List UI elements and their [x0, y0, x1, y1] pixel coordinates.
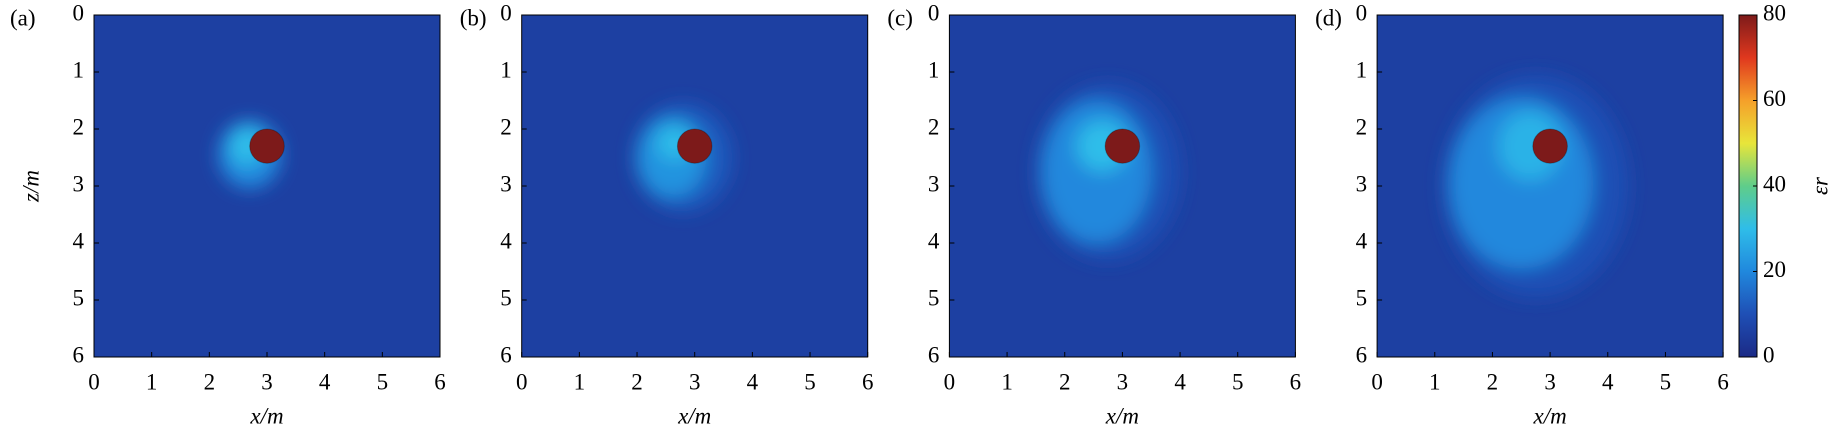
plot-area: [1377, 15, 1724, 357]
x-tick-label: 3: [261, 369, 273, 394]
y-tick-label: 2: [500, 114, 512, 139]
y-tick-label: 6: [1356, 342, 1368, 367]
x-tick-label: 1: [1001, 369, 1013, 394]
x-tick-label: 0: [88, 369, 100, 394]
y-tick-label: 4: [928, 228, 940, 253]
plot-area: [94, 15, 440, 357]
y-tick-label: 2: [73, 114, 85, 139]
x-tick-label: 3: [1117, 369, 1129, 394]
y-tick-label: 4: [1356, 228, 1368, 253]
x-tick-label: 5: [377, 369, 389, 394]
x-tick-label: 2: [1487, 369, 1499, 394]
y-axis-label: z/m: [18, 170, 43, 203]
panel-label: (c): [887, 5, 913, 30]
y-tick-label: 0: [500, 0, 512, 25]
x-tick-label: 2: [204, 369, 216, 394]
x-tick-label: 3: [689, 369, 701, 394]
y-tick-label: 1: [1356, 57, 1368, 82]
x-tick-label: 0: [516, 369, 528, 394]
x-tick-label: 5: [1232, 369, 1244, 394]
x-tick-label: 0: [1371, 369, 1383, 394]
x-tick-label: 6: [1717, 369, 1729, 394]
x-tick-label: 4: [747, 369, 759, 394]
x-tick-label: 1: [1429, 369, 1441, 394]
panel-label: (b): [460, 5, 487, 30]
y-tick-label: 4: [73, 228, 85, 253]
colorbar-tick-label: 80: [1763, 0, 1786, 25]
x-axis-label: x/m: [1105, 403, 1139, 428]
y-tick-label: 4: [500, 228, 512, 253]
plume: [1035, 83, 1181, 261]
plume-layer: [1498, 111, 1562, 181]
x-tick-label: 1: [574, 369, 586, 394]
x-tick-label: 5: [1660, 369, 1672, 394]
y-tick-label: 3: [73, 171, 85, 196]
colorbar-tick-label: 40: [1763, 171, 1786, 196]
y-tick-label: 6: [928, 342, 940, 367]
x-axis-label: x/m: [1532, 403, 1566, 428]
object: [1104, 128, 1141, 164]
y-tick-label: 1: [500, 57, 512, 82]
colorbar-tick-label: 20: [1763, 257, 1786, 282]
background-field: [94, 15, 440, 357]
x-tick-label: 1: [146, 369, 158, 394]
plume: [1443, 74, 1628, 298]
y-tick-label: 5: [928, 285, 940, 310]
colorbar-tick-label: 0: [1763, 342, 1775, 367]
panel-label: (a): [10, 5, 36, 30]
y-tick-label: 6: [500, 342, 512, 367]
x-axis-label: x/m: [249, 403, 283, 428]
x-tick-label: 0: [944, 369, 956, 394]
y-tick-label: 3: [1356, 171, 1368, 196]
object: [249, 128, 285, 164]
y-tick-label: 0: [1356, 0, 1368, 25]
x-tick-label: 6: [434, 369, 446, 394]
y-tick-label: 3: [928, 171, 940, 196]
y-tick-label: 0: [73, 0, 85, 25]
y-tick-label: 5: [500, 285, 512, 310]
object: [676, 128, 713, 164]
x-tick-label: 3: [1544, 369, 1556, 394]
plot-area: [949, 15, 1296, 357]
x-tick-label: 6: [1290, 369, 1302, 394]
y-tick-label: 3: [500, 171, 512, 196]
x-tick-label: 4: [1602, 369, 1614, 394]
y-tick-label: 2: [1356, 114, 1368, 139]
y-tick-label: 0: [928, 0, 940, 25]
x-tick-label: 2: [631, 369, 643, 394]
y-tick-label: 1: [928, 57, 940, 82]
plot-area: [521, 15, 868, 357]
y-tick-label: 5: [73, 285, 85, 310]
colorbar-label: εr: [1807, 176, 1832, 195]
x-tick-label: 5: [804, 369, 816, 394]
x-tick-label: 4: [319, 369, 331, 394]
panel-label: (d): [1315, 5, 1342, 30]
y-tick-label: 2: [928, 114, 940, 139]
y-tick-label: 1: [73, 57, 85, 82]
x-tick-label: 6: [862, 369, 874, 394]
x-tick-label: 2: [1059, 369, 1071, 394]
colorbar-tick-label: 60: [1763, 86, 1786, 111]
y-tick-label: 6: [73, 342, 85, 367]
y-tick-label: 5: [1356, 285, 1368, 310]
x-axis-label: x/m: [677, 403, 711, 428]
object: [1532, 128, 1568, 164]
x-tick-label: 4: [1174, 369, 1186, 394]
